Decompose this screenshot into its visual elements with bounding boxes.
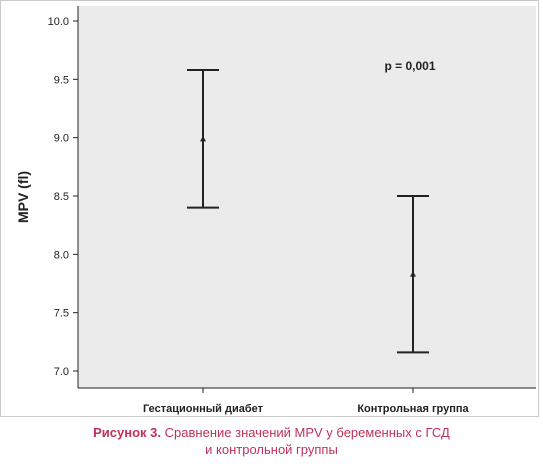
caption-text-1: Сравнение значений MPV у беременных с ГС… [164,425,450,440]
caption-line-2: и контрольной группы [205,442,338,457]
chart: 10.0 9.5 9.0 8.5 8.0 7.5 7.0 Гестационный диаб… [0,0,539,417]
y-tick-label: 9.5 [54,74,69,86]
y-axis-ticks: 10.0 9.5 9.0 8.5 8.0 7.5 7.0 [48,16,78,378]
y-tick-label: 10.0 [48,16,69,28]
mean-marker [200,135,206,142]
plot-area [78,6,536,388]
y-axis-label: MPV (fl) [15,171,31,223]
x-tick-label: Контрольная группа [357,403,469,415]
caption-line-1: Рисунок 3. Сравнение значений MPV у бере… [0,424,543,441]
figure-caption: Рисунок 3. Сравнение значений MPV у бере… [0,424,543,458]
y-tick-label: 8.5 [54,191,69,203]
x-axis-ticks: Гестационный диабет Контрольная группа [143,388,470,415]
error-bar [397,195,429,354]
x-tick-label: Гестационный диабет [143,403,264,415]
y-tick-label: 9.0 [54,133,69,145]
error-bar [187,69,219,209]
y-tick-label: 7.5 [54,308,69,320]
p-value-annotation: p = 0,001 [384,59,435,73]
y-tick-label: 8.0 [54,249,69,261]
y-tick-label: 7.0 [54,366,69,378]
error-bars [187,69,429,354]
mean-marker [410,271,416,277]
caption-label: Рисунок 3. [93,425,162,440]
